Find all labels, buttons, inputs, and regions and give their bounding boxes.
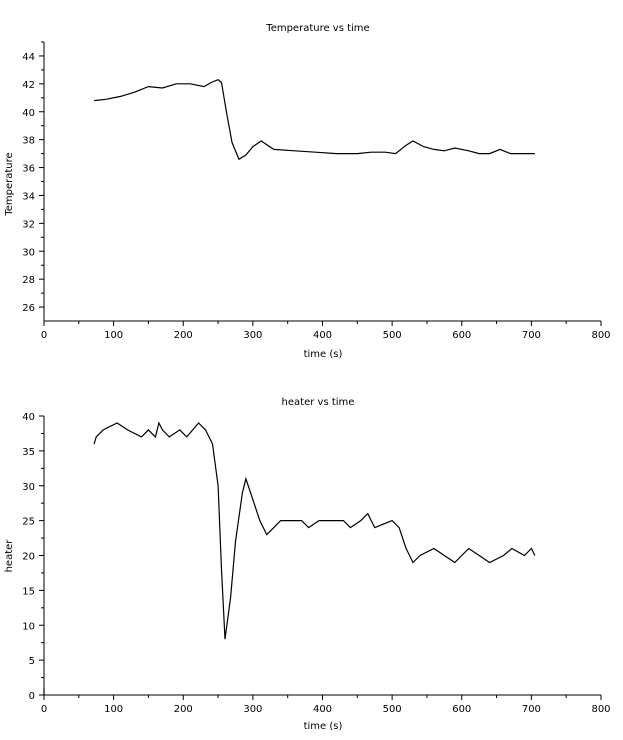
temperature-x-tick-label: 200 xyxy=(174,330,193,341)
temperature-x-tick-label: 500 xyxy=(383,330,402,341)
heater-y-tick-label: 0 xyxy=(29,691,35,702)
heater-x-tick-label: 300 xyxy=(243,704,262,715)
temperature-plot: Temperature vs time time (s) Temperature… xyxy=(4,23,611,360)
temperature-x-tick-label: 0 xyxy=(41,330,47,341)
temperature-plot-ylabel: Temperature xyxy=(4,152,15,216)
heater-y-tick-label: 15 xyxy=(22,586,35,597)
heater-x-tick-label: 100 xyxy=(104,704,123,715)
heater-x-tick-label: 0 xyxy=(41,704,47,715)
heater-y-tick-label: 5 xyxy=(29,656,35,667)
heater-y-tick-label: 35 xyxy=(22,447,35,458)
heater-y-tick-label: 10 xyxy=(22,621,35,632)
temperature-y-tick-label: 42 xyxy=(22,80,35,91)
heater-y-tick-label: 20 xyxy=(22,552,35,563)
temperature-x-tick-label: 700 xyxy=(522,330,541,341)
temperature-x-tick-label: 400 xyxy=(313,330,332,341)
heater-plot: heater vs time time (s) heater 0 100 200 30… xyxy=(4,397,611,732)
heater-plot-xlabel: time (s) xyxy=(304,721,343,732)
temperature-y-tick-label: 44 xyxy=(22,52,35,63)
heater-x-tick-label: 700 xyxy=(522,704,541,715)
temperature-x-tick-label: 800 xyxy=(591,330,610,341)
temperature-y-tick-label: 32 xyxy=(22,219,35,230)
heater-plot-ylabel: heater xyxy=(4,539,15,573)
heater-x-tick-label: 800 xyxy=(591,704,610,715)
heater-y-tick-label: 40 xyxy=(22,412,35,423)
heater-x-tick-label: 200 xyxy=(174,704,193,715)
temperature-y-tick-label: 36 xyxy=(22,164,35,175)
temperature-x-tick-label: 300 xyxy=(243,330,262,341)
heater-x-tick-label: 500 xyxy=(383,704,402,715)
temperature-plot-title: Temperature vs time xyxy=(265,23,369,34)
temperature-y-tick-label: 38 xyxy=(22,136,35,147)
temperature-x-tick-label: 600 xyxy=(452,330,471,341)
heater-plot-title: heater vs time xyxy=(282,397,355,408)
heater-y-tick-label: 25 xyxy=(22,517,35,528)
heater-y-tick-label: 30 xyxy=(22,482,35,493)
heater-x-tick-label: 600 xyxy=(452,704,471,715)
temperature-y-tick-label: 30 xyxy=(22,247,35,258)
heater-series-line xyxy=(93,421,536,640)
temperature-series-line xyxy=(94,79,535,161)
temperature-y-tick-label: 26 xyxy=(22,303,35,314)
temperature-x-tick-label: 100 xyxy=(104,330,123,341)
temperature-y-tick-label: 28 xyxy=(22,275,35,286)
heater-x-tick-label: 400 xyxy=(313,704,332,715)
temperature-y-tick-label: 40 xyxy=(22,108,35,119)
temperature-y-tick-label: 34 xyxy=(22,191,35,202)
temperature-plot-xlabel: time (s) xyxy=(304,349,343,360)
